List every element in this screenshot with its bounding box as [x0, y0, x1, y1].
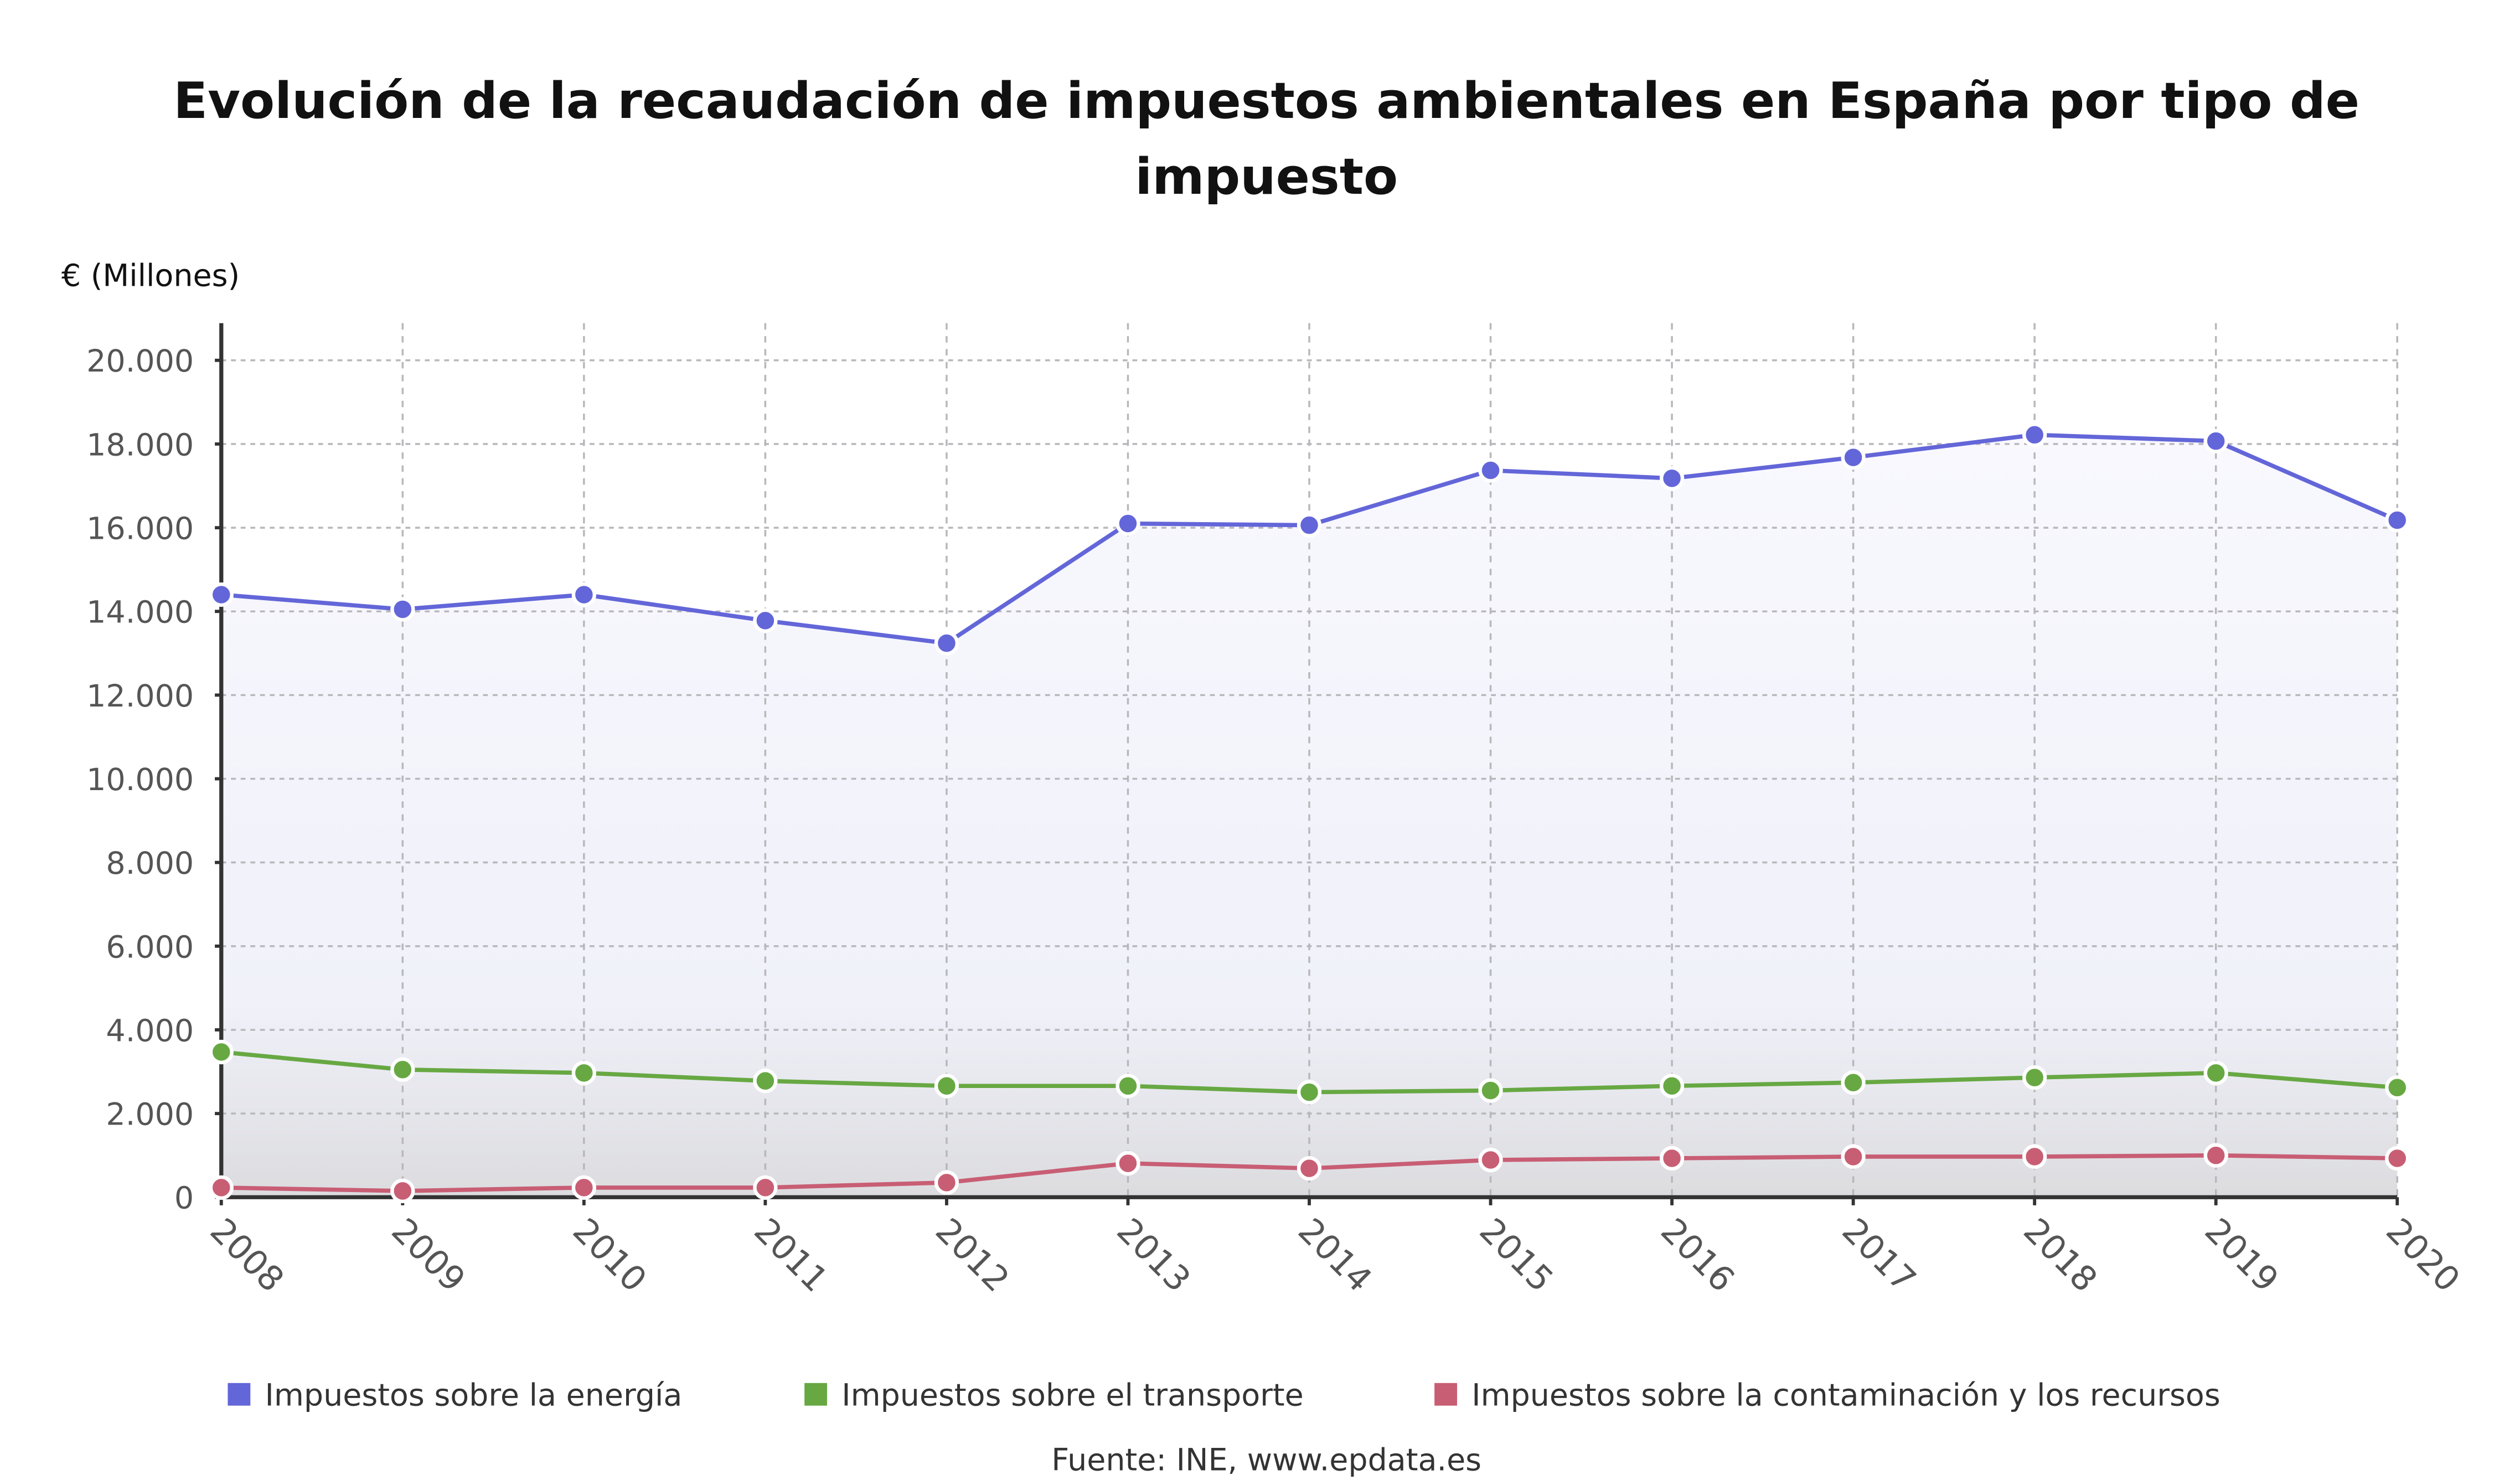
legend-label: Impuestos sobre la contaminación y los r…: [1471, 1378, 2220, 1414]
y-tick-label: 14.000: [86, 595, 194, 631]
data-point: [934, 1170, 959, 1195]
source-note: Fuente: INE, www.epdata.es: [1051, 1442, 1481, 1478]
x-tick-label: 2010: [565, 1211, 654, 1299]
y-tick-label: 8.000: [106, 846, 194, 881]
data-point: [2022, 1144, 2047, 1169]
y-tick-label: 20.000: [86, 344, 194, 379]
x-tick-label: 2012: [928, 1211, 1016, 1299]
data-point: [753, 1069, 778, 1094]
data-point: [2385, 1075, 2410, 1100]
data-point: [1659, 1074, 1685, 1099]
data-point: [1297, 513, 1322, 538]
legend-label: Impuestos sobre el transporte: [841, 1378, 1304, 1414]
x-tick-label: 2008: [203, 1211, 291, 1299]
data-point: [2203, 1060, 2228, 1085]
data-point: [753, 608, 778, 633]
x-tick-label: 2015: [1472, 1211, 1561, 1299]
legend-label: Impuestos sobre la energía: [265, 1378, 683, 1414]
data-point: [390, 597, 415, 622]
y-tick-label: 12.000: [86, 679, 194, 714]
legend: Impuestos sobre la energía Impuestos sobr…: [228, 1378, 2221, 1414]
data-point: [934, 631, 959, 656]
data-point: [390, 1178, 415, 1204]
x-tick-label: 2016: [1653, 1211, 1742, 1299]
y-tick-label: 18.000: [86, 427, 194, 463]
x-tick-label: 2014: [1290, 1211, 1379, 1299]
data-point: [2203, 1143, 2228, 1168]
y-tick-label: 0: [174, 1181, 194, 1216]
y-tick-label: 4.000: [106, 1013, 194, 1049]
y-axis-unit: € (Millones): [61, 259, 240, 294]
data-point: [2203, 429, 2228, 453]
data-point: [571, 1060, 597, 1085]
x-tick-label: 2013: [1109, 1211, 1198, 1299]
x-tick-label: 2019: [2197, 1211, 2286, 1299]
data-point: [753, 1175, 778, 1200]
data-point: [1659, 466, 1685, 491]
data-point: [1841, 1144, 1866, 1169]
data-point: [1478, 1147, 1503, 1173]
data-point: [1478, 1078, 1503, 1103]
data-point: [1841, 445, 1866, 470]
chart-title-line2: impuesto: [1135, 148, 1398, 206]
data-point: [209, 1039, 234, 1065]
legend-swatch: [1434, 1383, 1457, 1406]
x-tick-label: 2020: [2378, 1211, 2467, 1299]
data-point: [571, 582, 597, 607]
data-point: [390, 1057, 415, 1082]
x-tick-label: 2009: [384, 1211, 472, 1299]
legend-swatch: [804, 1383, 827, 1406]
x-tick-label: 2017: [1835, 1211, 1923, 1299]
y-tick-label: 10.000: [86, 762, 194, 798]
chart-title: Evolución de la recaudación de impuestos…: [173, 72, 2359, 130]
data-point: [1659, 1146, 1685, 1171]
data-point: [209, 1175, 234, 1200]
data-point: [1116, 511, 1140, 536]
data-point: [2385, 1146, 2410, 1171]
x-tick-label: 2018: [2016, 1211, 2104, 1299]
data-point: [2385, 508, 2410, 533]
data-point: [2022, 422, 2047, 447]
data-point: [1116, 1151, 1140, 1176]
plot-area: 0 2.000 4.000 6.000 8.000 10.000 12.000 14.000 1…: [86, 323, 2467, 1299]
data-point: [2022, 1065, 2047, 1090]
data-point: [934, 1074, 959, 1099]
data-point: [1297, 1156, 1322, 1181]
x-tick-label: 2011: [746, 1211, 835, 1299]
y-tick-label: 6.000: [106, 930, 194, 965]
data-point: [209, 582, 234, 607]
y-tick-label: 2.000: [106, 1097, 194, 1133]
data-point: [1841, 1070, 1866, 1095]
data-point: [1478, 458, 1503, 483]
data-point: [1297, 1080, 1322, 1105]
data-point: [571, 1175, 597, 1200]
y-tick-label: 16.000: [86, 512, 194, 547]
data-point: [1116, 1074, 1140, 1099]
legend-swatch: [228, 1383, 251, 1406]
